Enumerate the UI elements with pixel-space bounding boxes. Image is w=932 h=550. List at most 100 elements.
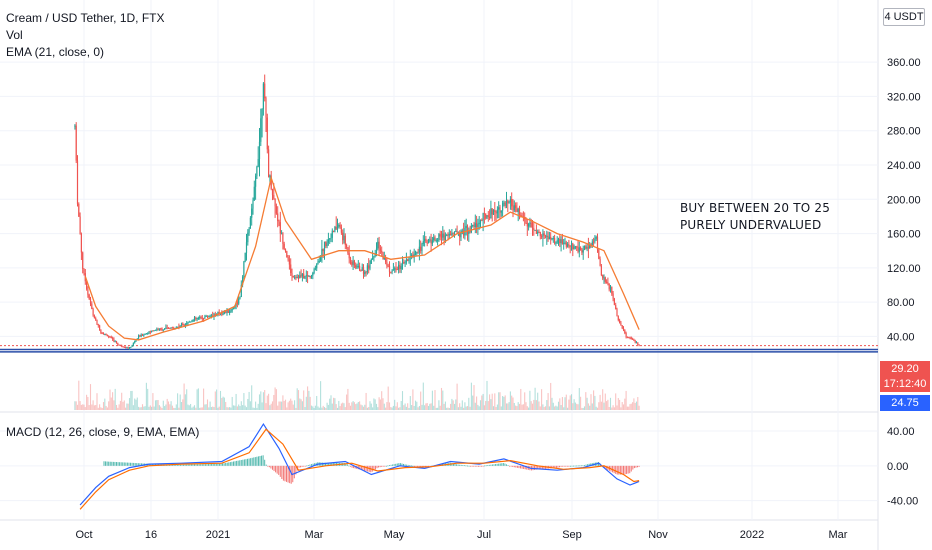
volume-bar [360,404,362,410]
volume-bar [373,398,375,410]
volume-bar [466,406,469,410]
volume-bar [309,396,311,410]
candle-body [366,265,368,273]
volume-bar [607,399,609,410]
macd-histogram-bar [128,462,130,466]
candle-body [238,298,240,304]
volume-bar [517,402,519,410]
macd-histogram-bar [175,464,177,466]
volume-bar [157,400,159,410]
macd-histogram-bar [613,465,615,474]
candle-body [635,342,638,344]
candle-body [74,125,76,127]
volume-bar [288,400,290,410]
macd-histogram-bar [176,464,178,466]
candle-body [547,235,549,240]
volume-bar [338,400,340,410]
volume-bar [447,407,449,410]
candle-body [162,329,164,331]
candle-body [349,258,352,262]
macd-histogram-bar [109,461,111,466]
volume-bar [590,394,592,410]
volume-legend[interactable]: Vol [6,27,23,44]
volume-bar [242,405,244,410]
macd-histogram-bar [520,465,522,469]
volume-bar [101,407,103,410]
candles [74,74,640,350]
candle-body [109,336,111,338]
volume-bar [213,407,215,410]
macd-histogram-bar [417,465,419,467]
volume-bar [96,393,98,410]
volume-bar [82,404,84,410]
volume-bar [231,396,233,410]
candle-body [489,216,491,219]
macd-histogram-bar [293,465,295,479]
candle-body [403,262,405,264]
candle-body [346,245,348,248]
candle-body [525,219,527,223]
candle-body [203,318,205,320]
candle-body [407,259,409,261]
volume-bar [273,394,275,410]
volume-bar [582,407,584,410]
volume-bar [320,381,322,410]
candle-body [299,275,301,279]
macd-histogram-bar [604,465,606,469]
volume-bar [455,399,457,410]
currency-button[interactable]: 4 USDT [883,8,925,26]
macd-histogram-bar [373,465,375,471]
macd-histogram-bar [487,465,489,466]
candle-body [226,310,228,313]
candle-body [206,315,209,317]
macd-histogram-bar [106,461,108,466]
macd-histogram-bar [555,465,557,468]
volume-bar [638,405,640,410]
volume-bar [212,406,214,410]
candle-body [377,241,379,249]
ema-legend[interactable]: EMA (21, close, 0) [6,44,104,61]
symbol-legend[interactable]: Cream / USD Tether, 1D, FTX [6,10,165,27]
candle-body [177,326,179,328]
macd-histogram-bar [521,465,523,469]
macd-histogram-bar [115,462,117,466]
candle-body [483,213,485,215]
macd-histogram-bar [385,465,387,467]
volume-bar [365,392,367,410]
volume-bar [91,404,93,410]
candle-body [448,233,450,236]
candle-body [451,232,453,236]
candle-body [329,238,331,240]
macd-legend[interactable]: MACD (12, 26, close, 9, EMA, EMA) [6,424,199,441]
candle-body [408,256,410,261]
macd-histogram-bar [134,463,136,466]
candle-body [327,239,329,244]
candle-body [277,213,279,222]
macd-histogram-bar [460,464,462,466]
macd-histogram-bar [362,465,364,471]
candle-body [404,262,406,264]
volume-bar [247,398,249,410]
volume-bar [370,403,372,410]
chart-annotation[interactable]: BUY BETWEEN 20 TO 25 PURELY UNDERVALUED [680,200,830,234]
volume-bar [520,388,522,410]
candle-body [394,268,396,270]
candle-body [287,257,289,260]
macd-histogram-bar [183,464,185,466]
macd-histogram-bar [412,465,414,467]
macd-histogram-bar [270,465,272,469]
candle-body [564,242,566,244]
candle-body [236,302,238,304]
volume-bar [123,400,125,410]
macd-histogram-bar [245,459,247,466]
candle-body [125,347,127,349]
macd-histogram-bar [126,462,128,466]
candle-body [200,317,202,319]
candle-body [119,344,121,346]
macd-histogram-bar [312,463,314,466]
candle-body [508,202,510,204]
volume-bar [225,401,227,410]
volume-bar [339,406,341,410]
candle-body [624,329,626,334]
